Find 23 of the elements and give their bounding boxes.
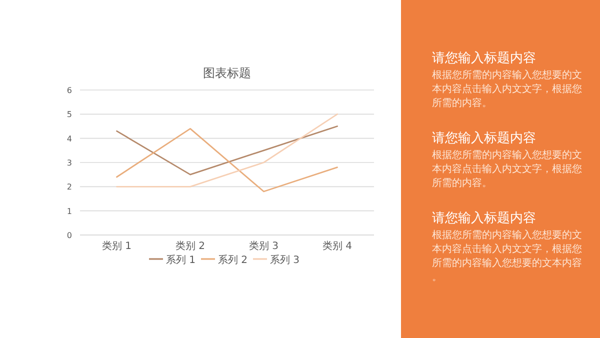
x-tick-label: 类别 1 [102,240,132,252]
text: 根据您所需的内容输入您想要的文本内容点击输入内文文字，根据您所需的内容。 [432,69,582,109]
line-series [116,128,338,192]
legend-label: 系列 3 [270,254,300,266]
y-tick-label: 3 [66,158,72,168]
y-tick-label: 5 [66,110,72,120]
line-series [116,126,338,176]
x-tick-label: 类别 2 [175,240,206,252]
chart-title: 图表标题 [203,66,251,80]
legend-label: 系列 1 [166,254,196,266]
text: 请您输入标题内容 [432,50,536,66]
y-tick-label: 0 [66,231,72,240]
y-tick-label: 4 [66,134,72,144]
legend-label: 系列 2 [218,254,248,266]
y-tick-label: 1 [66,206,72,216]
y-tick-label: 6 [66,86,72,95]
text: 请您输入标题内容 [432,210,536,226]
text: 根据您所需的内容输入您想要的文本内容点击输入内文文字，根据您所需的内容输入您想要的文本内容。 [432,229,582,283]
x-tick-label: 类别 4 [322,240,352,252]
text: 请您输入标题内容 [432,130,536,146]
x-tick-label: 类别 3 [248,240,279,252]
y-tick-label: 2 [66,182,72,192]
text: 根据您所需的内容输入您想要的文本内容点击输入内文文字，根据您所需的内容。 [432,149,582,189]
